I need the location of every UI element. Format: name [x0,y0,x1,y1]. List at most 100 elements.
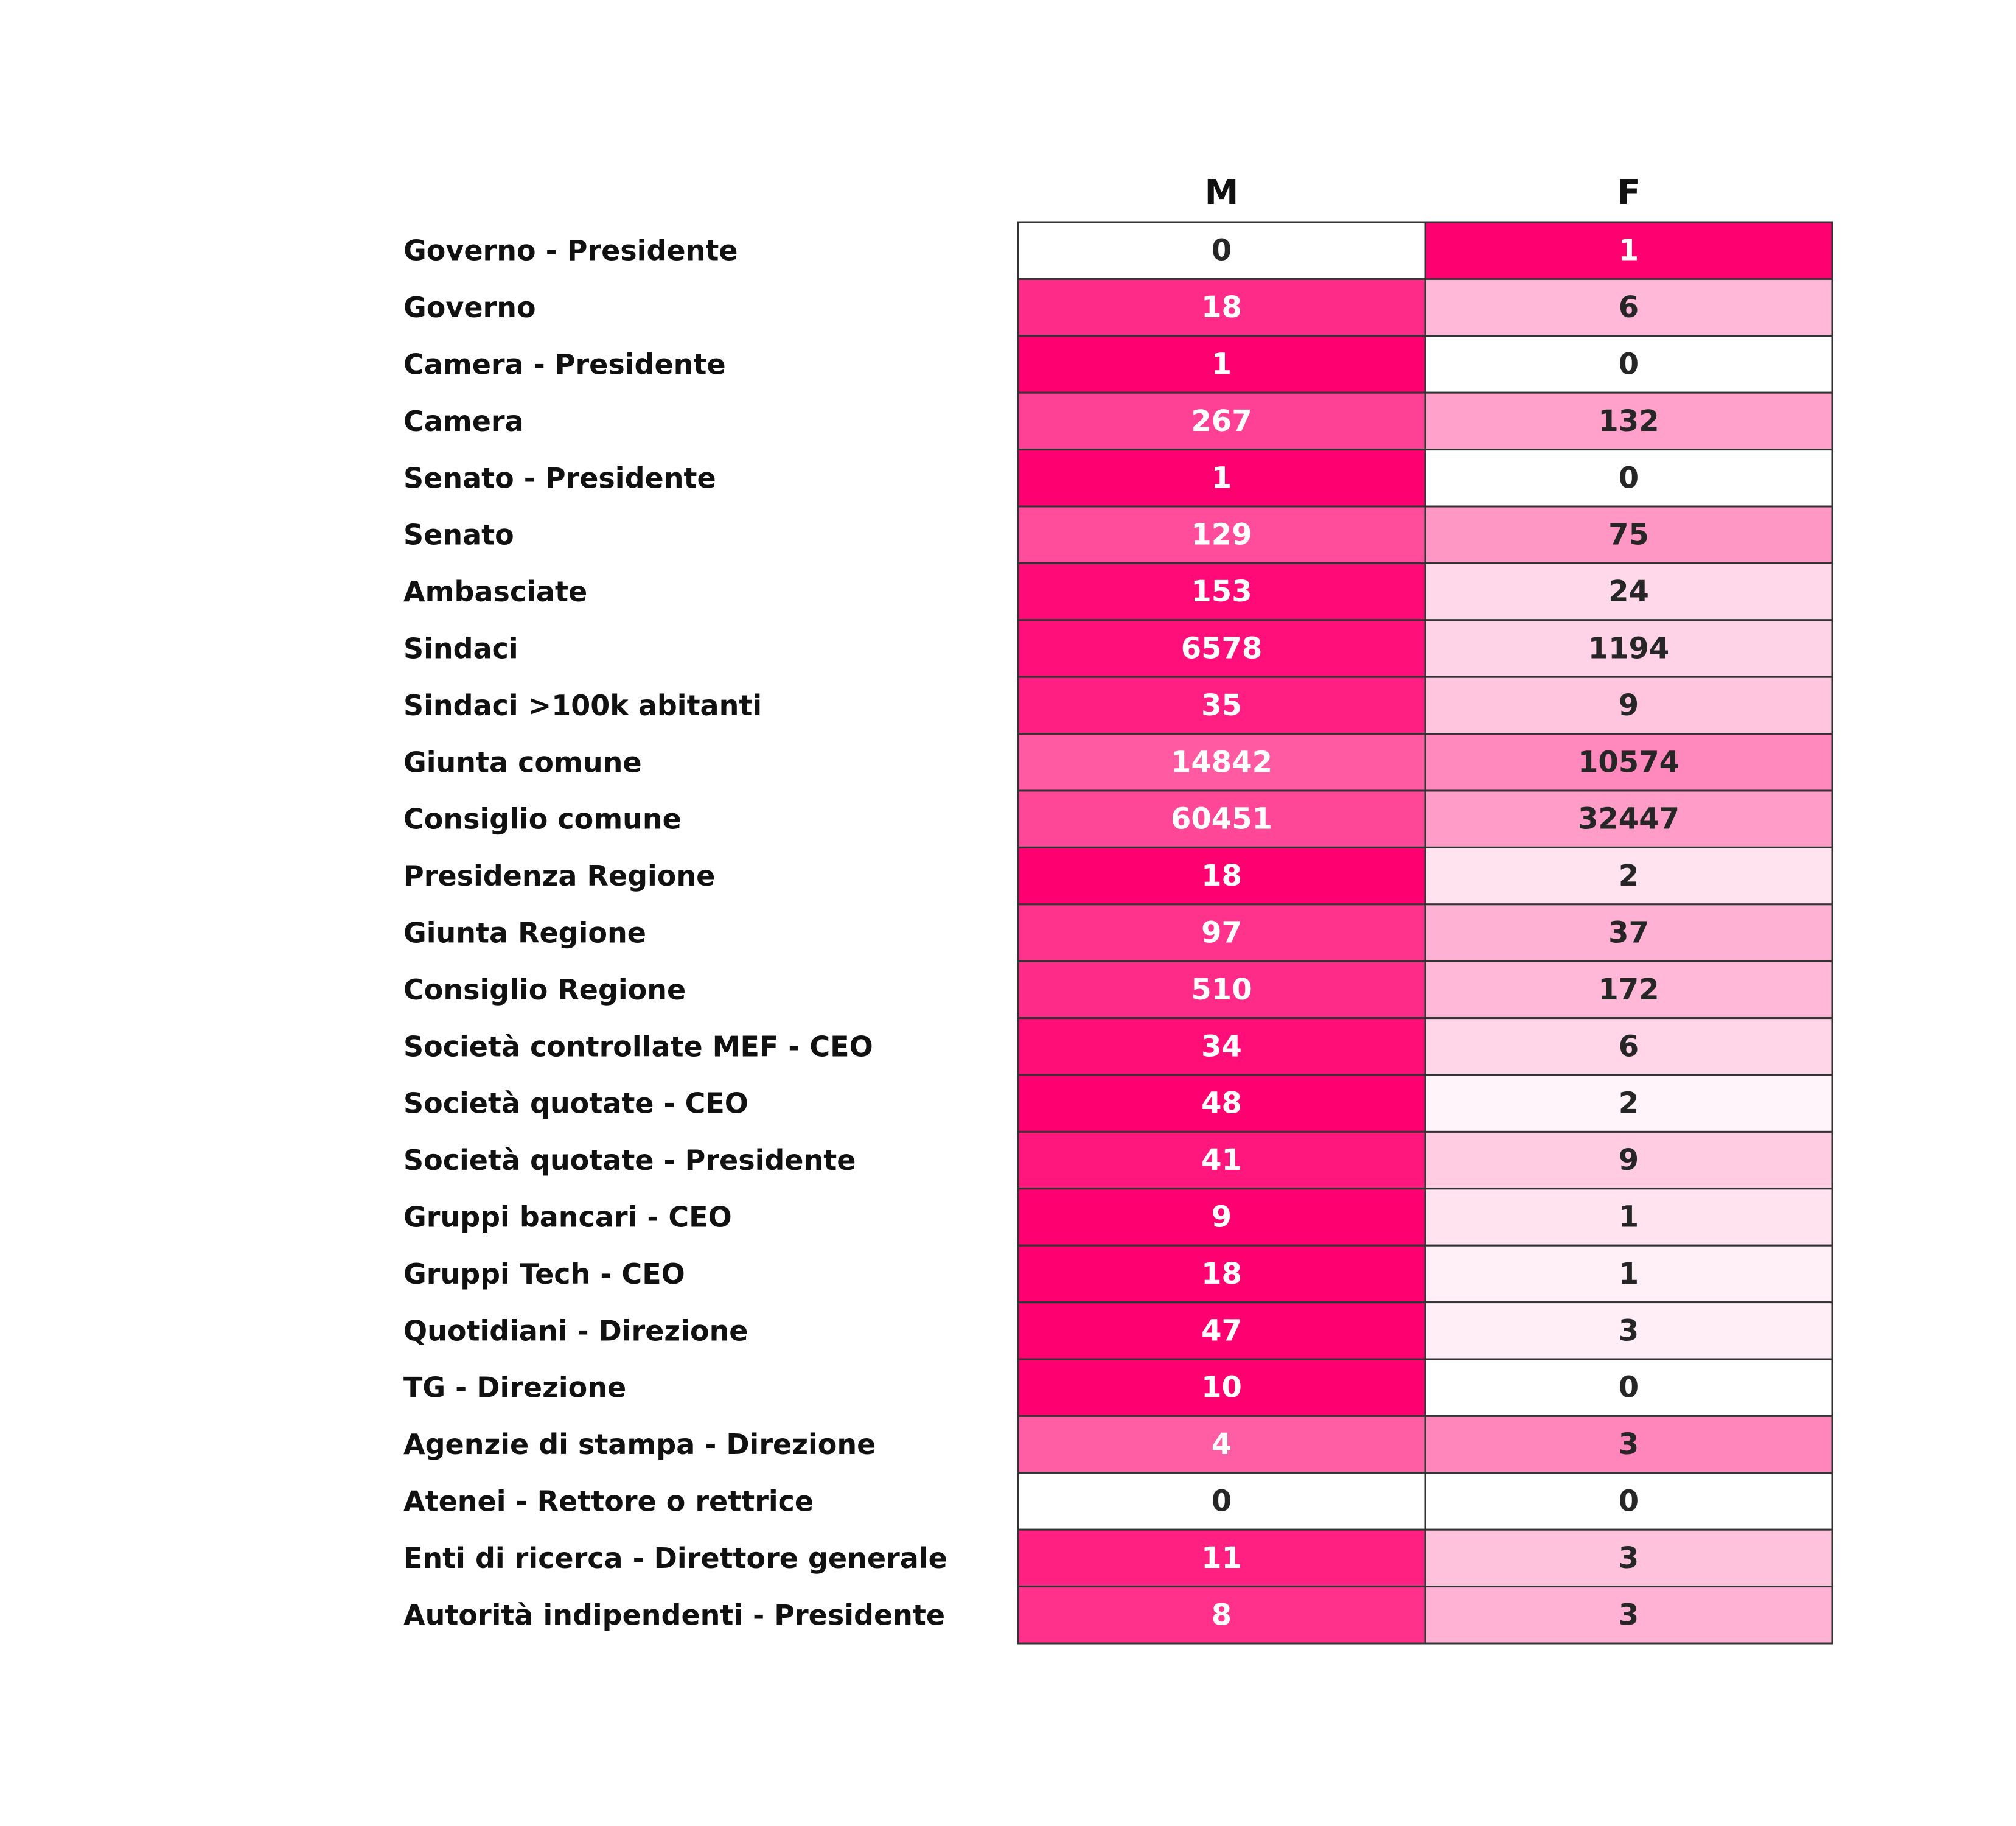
heatmap-cell-m [1017,1244,1426,1304]
cell-value-label: 14842 [1171,745,1272,779]
row-label: Enti di ricerca - Direttore generale [403,1542,947,1575]
heatmap-cell-f [1424,391,1833,451]
heatmap-cell-m [1017,1017,1426,1076]
row-label: Società quotate - CEO [403,1087,748,1120]
cell-value-label: 1194 [1588,632,1670,666]
heatmap-cell-m [1017,1472,1426,1531]
cell-value-label: 35 [1201,688,1242,722]
heatmap-cell-m [1017,619,1426,678]
row-label: Società quotate - Presidente [403,1144,856,1177]
cell-value-label: 0 [1212,1485,1232,1519]
cell-value-label: 1 [1212,348,1232,382]
heatmap-cell-f [1424,1472,1833,1531]
row-label: Consiglio comune [403,803,682,836]
cell-value-label: 97 [1201,916,1242,950]
heatmap-cell-m [1017,1074,1426,1133]
cell-value-label: 8 [1212,1598,1232,1632]
cell-value-label: 10574 [1578,745,1679,779]
column-header-m: M [1205,173,1239,212]
heatmap-cell-f [1424,846,1833,906]
cell-value-label: 4 [1212,1427,1232,1461]
cell-value-label: 0 [1619,348,1639,382]
heatmap-cell-m [1017,960,1426,1020]
cell-value-label: 172 [1598,973,1659,1007]
heatmap-cell-f [1424,1017,1833,1076]
cell-value-label: 1 [1619,234,1639,268]
heatmap-cell-f [1424,733,1833,792]
cell-value-label: 18 [1201,859,1242,893]
heatmap-cell-f [1424,449,1833,508]
heatmap-cell-f [1424,1074,1833,1133]
cell-value-label: 41 [1201,1143,1242,1177]
cell-value-label: 1 [1619,1200,1639,1234]
cell-value-label: 2 [1619,859,1639,893]
heatmap-cell-f [1424,1586,1833,1645]
heatmap-cell-f [1424,1301,1833,1360]
cell-value-label: 0 [1619,1371,1639,1405]
heatmap-cell-f [1424,278,1833,337]
cell-value-label: 37 [1608,916,1649,950]
cell-value-label: 267 [1191,404,1252,438]
cell-value-label: 60451 [1171,802,1272,836]
heatmap-cell-f [1424,562,1833,621]
heatmap-cell-f [1424,1130,1833,1190]
heatmap-cell-f [1424,1244,1833,1304]
cell-value-label: 6578 [1181,632,1263,666]
row-label: Presidenza Regione [403,859,715,892]
cell-value-label: 3 [1619,1314,1639,1348]
row-label: TG - Direzione [403,1371,626,1404]
heatmap-cell-m [1017,1301,1426,1360]
cell-value-label: 3 [1619,1541,1639,1575]
heatmap-cell-f [1424,1415,1833,1474]
cell-value-label: 75 [1608,518,1649,552]
heatmap-cell-f [1424,1188,1833,1247]
row-label: Sindaci >100k abitanti [403,689,762,722]
column-header-f: F [1617,173,1640,212]
cell-value-label: 48 [1201,1086,1242,1121]
cell-value-label: 1 [1212,461,1232,495]
row-label: Quotidiani - Direzione [403,1314,748,1347]
heatmap-cell-f [1424,789,1833,848]
row-label: Governo [403,291,536,324]
cell-value-label: 510 [1191,973,1252,1007]
row-label: Camera - Presidente [403,348,726,381]
cell-value-label: 3 [1619,1598,1639,1632]
heatmap-cell-m [1017,278,1426,337]
heatmap-cell-f [1424,335,1833,394]
row-label: Gruppi Tech - CEO [403,1258,685,1290]
cell-value-label: 6 [1619,1029,1639,1063]
heatmap-cell-m [1017,562,1426,621]
row-label: Agenzie di stampa - Direzione [403,1428,876,1461]
row-label: Senato [403,519,514,551]
cell-value-label: 6 [1619,290,1639,324]
row-label: Giunta comune [403,746,642,778]
cell-value-label: 0 [1619,1485,1639,1519]
heatmap-cell-f [1424,221,1833,280]
heatmap-cell-m [1017,1415,1426,1474]
row-label: Governo - Presidente [403,234,738,267]
heatmap-cell-m [1017,1130,1426,1190]
heatmap-cell-m [1017,733,1426,792]
row-label: Consiglio Regione [403,973,686,1006]
cell-value-label: 32447 [1578,802,1679,836]
row-label: Società controllate MEF - CEO [403,1030,873,1063]
heatmap-cell-f [1424,903,1833,962]
heatmap-cell-f [1424,1358,1833,1417]
cell-value-label: 18 [1201,1257,1242,1291]
row-label: Giunta Regione [403,917,646,950]
row-label: Camera [403,405,524,438]
cell-value-label: 0 [1619,461,1639,495]
row-label: Gruppi bancari - CEO [403,1201,732,1234]
heatmap-cell-f [1424,619,1833,678]
heatmap-cell-m [1017,449,1426,508]
heatmap-cell-m [1017,903,1426,962]
heatmap-cell-f [1424,505,1833,564]
cell-value-label: 24 [1608,575,1649,609]
cell-value-label: 153 [1191,575,1252,609]
cell-value-label: 1 [1619,1257,1639,1291]
cell-value-label: 34 [1201,1029,1242,1063]
cell-value-label: 2 [1619,1086,1639,1121]
